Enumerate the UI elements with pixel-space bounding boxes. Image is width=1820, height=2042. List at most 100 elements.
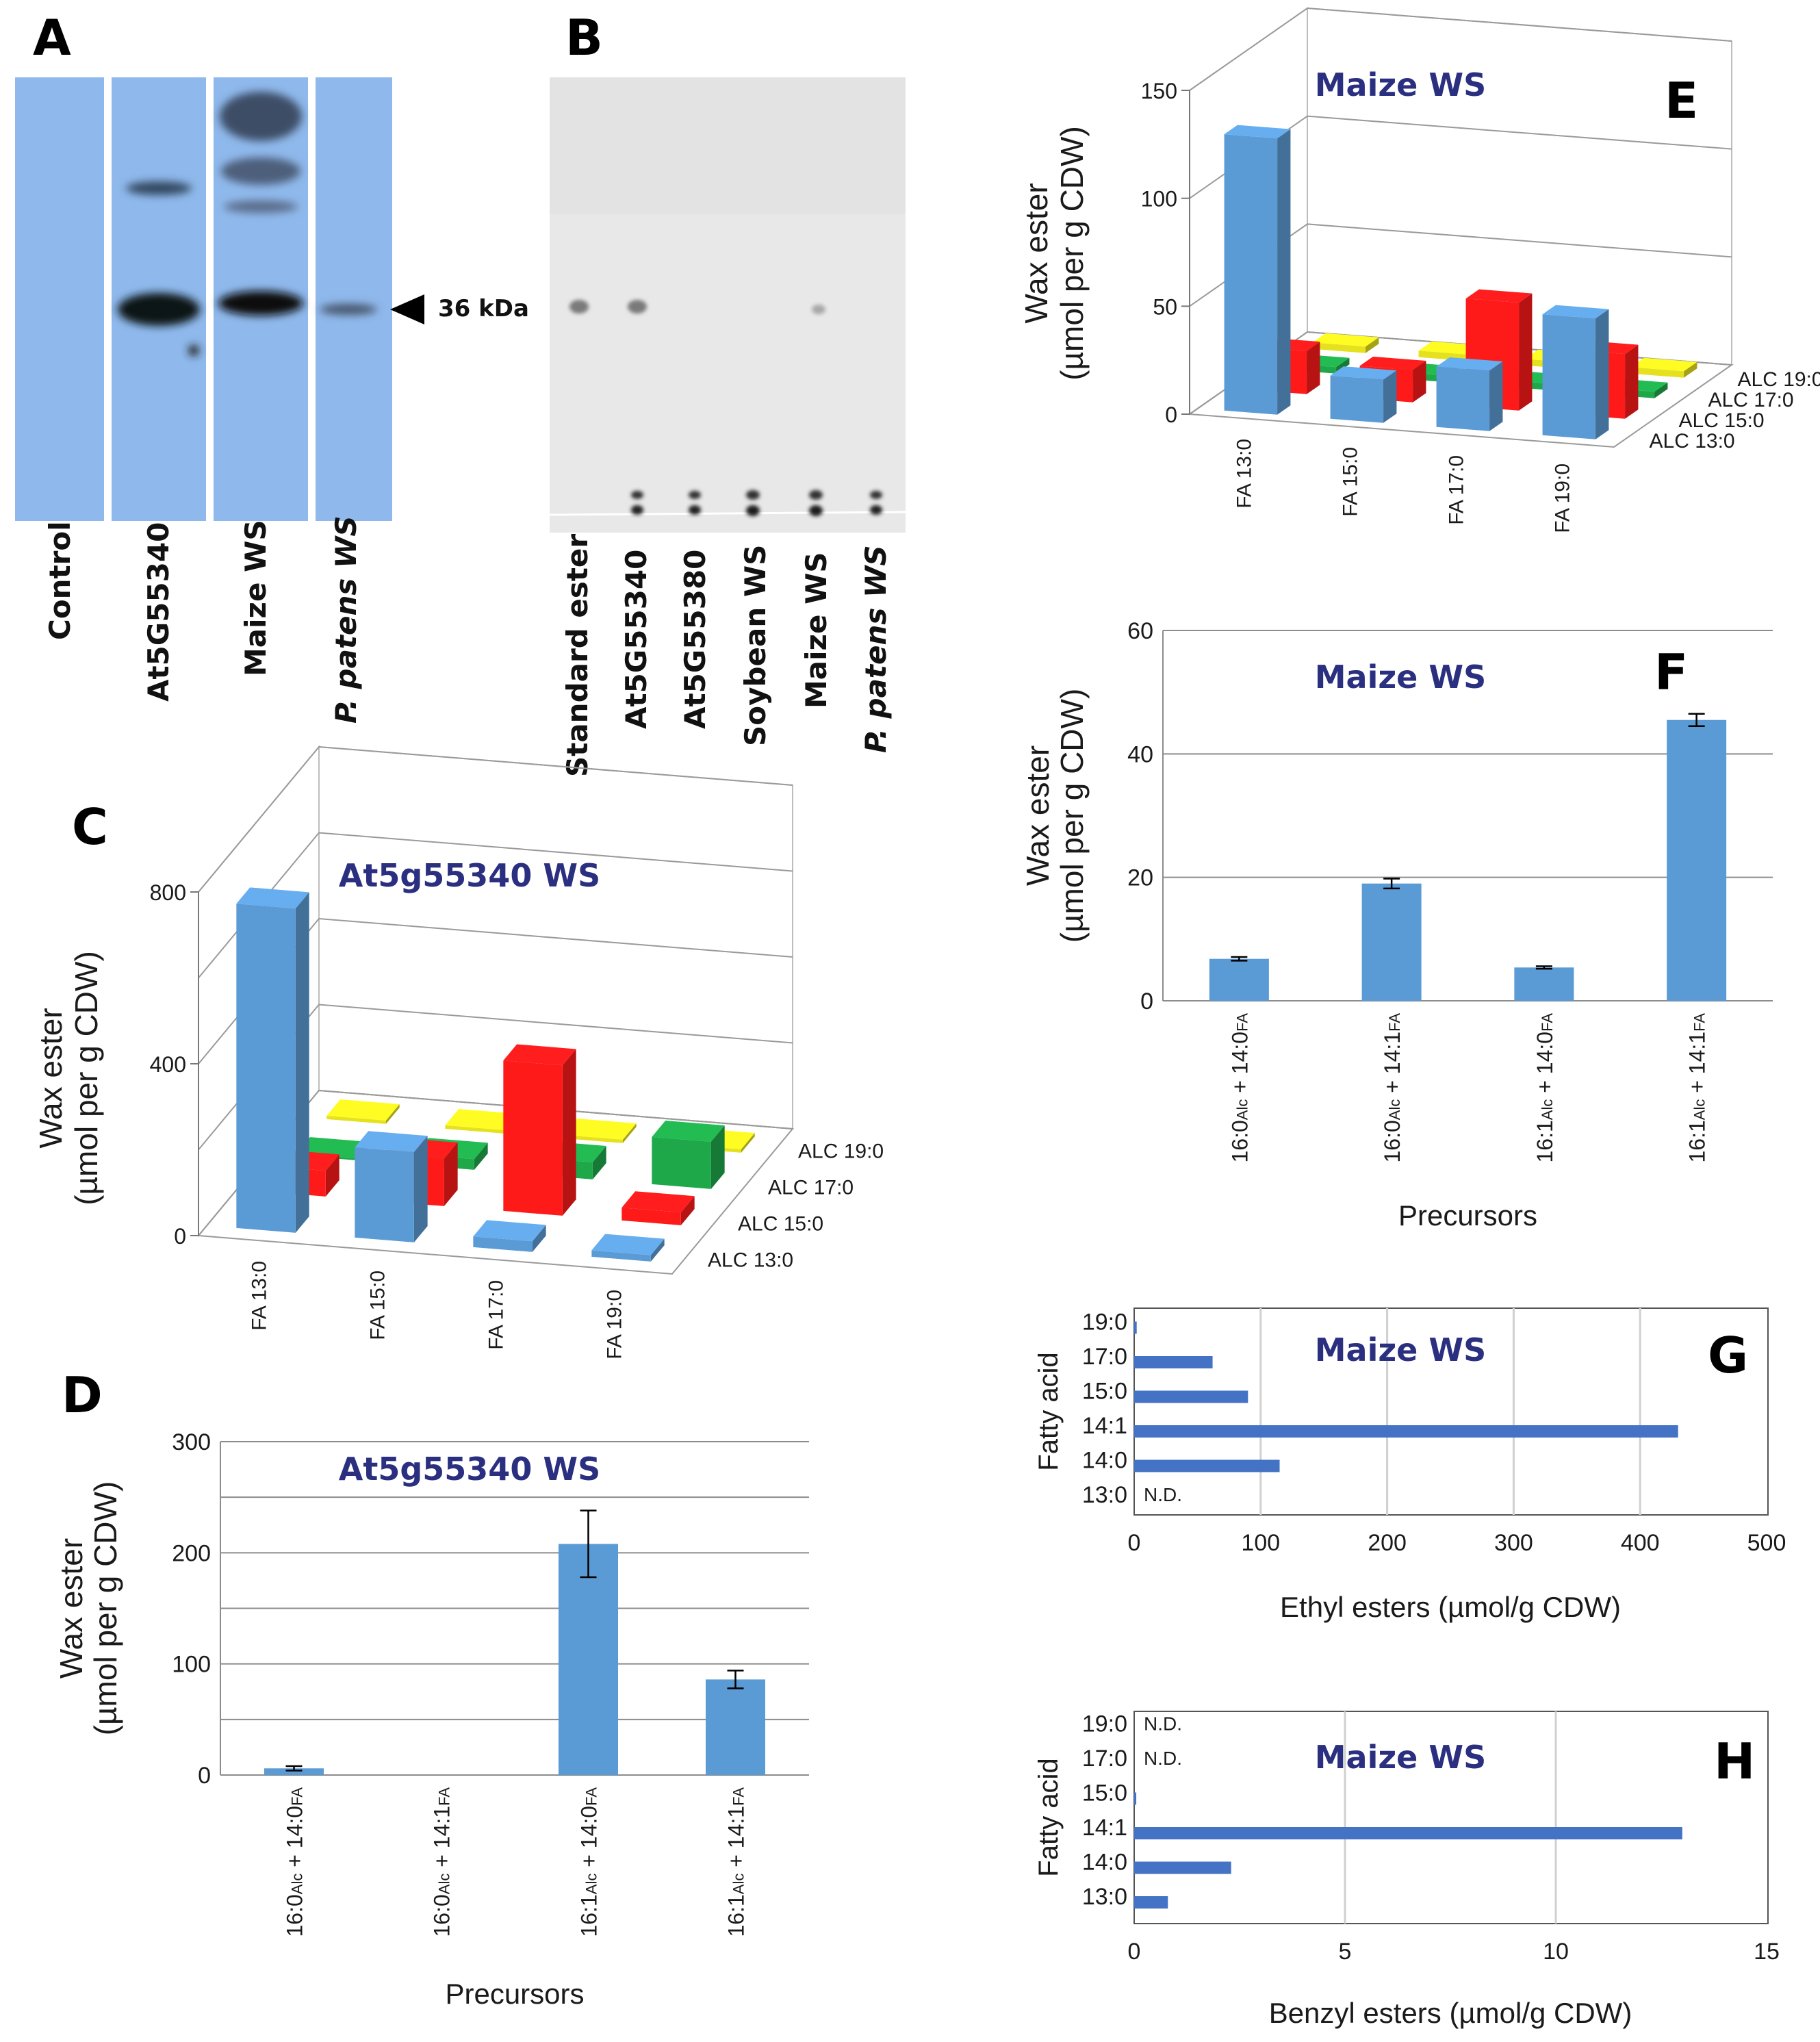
chart-g: 0 100 200 300 400 500 13:0 14:0 14:1 15:0 17:0 19:0… [1034, 1307, 1786, 1623]
y-tick-label: 200 [172, 1540, 211, 1566]
plot-frame [1133, 1711, 1769, 1924]
bar [652, 1136, 711, 1189]
tlc-lane-soybean-ws: Soybean WS [739, 545, 772, 746]
x-tick-label: 400 [1621, 1530, 1660, 1556]
bar [1630, 367, 1684, 378]
bar-side [741, 1133, 755, 1153]
panel-e: E 0 50 100 150 FA 13:0 FA 15:0 FA 17:0 FA 19:0 A… [1018, 7, 1820, 533]
z-tick-label: ALC 17:0 [768, 1177, 854, 1199]
y-tick-label: 100 [172, 1652, 211, 1678]
nd-annotation: N.D. [1144, 1748, 1182, 1769]
x-tick-label: 0 [1128, 1530, 1141, 1556]
bar [326, 1115, 386, 1124]
bar [236, 904, 296, 1233]
y-tick-label: 14:0 [1082, 1448, 1127, 1474]
panel-letter-c: C [72, 798, 108, 856]
x-tick-label: 5 [1339, 1939, 1352, 1965]
y-tick-label: 19:0 [1082, 1711, 1127, 1737]
band-36kda-at5g55340 [118, 293, 200, 326]
bar-side [1595, 309, 1609, 439]
y-tick-label: 17:0 [1082, 1746, 1127, 1772]
bar-side [562, 1049, 576, 1216]
bar-side [680, 1196, 695, 1225]
bar-top [1359, 356, 1426, 370]
bar-top [1224, 125, 1291, 139]
bar-top [1630, 357, 1697, 372]
bar-top [1312, 333, 1379, 347]
bar-side [592, 1145, 606, 1179]
x-axis-label: Benzyl esters (µmol/g CDW) [1269, 1997, 1632, 2029]
chart-f: 0 20 40 60 16:0Alc + 14:0FA 16:0Alc + 14:1FA 1… [1020, 618, 1773, 1231]
nd-annotation: N.D. [1144, 1484, 1182, 1505]
bar-side [650, 1238, 665, 1262]
y-axis-label: Wax ester [1018, 183, 1054, 323]
panel-letter-h: H [1714, 1733, 1755, 1790]
tlc-lane-at5g55340: At5G55340 [619, 550, 653, 729]
bar-side [385, 1104, 400, 1124]
membrane-lane-control [15, 77, 104, 521]
bar-top [503, 1044, 576, 1066]
x-tick-label: FA 19:0 [1552, 463, 1574, 533]
tlc-spots [569, 300, 882, 516]
tlc-lane-at5g55380: At5G55380 [678, 550, 712, 729]
chart-title: Maize WS [1315, 659, 1486, 695]
chart-e: 0 50 100 150 FA 13:0 FA 15:0 FA 17:0 FA 19:0 ALC… [1018, 7, 1820, 533]
bar-top [1465, 289, 1533, 303]
gridline [198, 745, 793, 893]
y-tick-label: 0 [198, 1763, 211, 1789]
bar-top [236, 887, 309, 909]
y-axis-label: Wax ester [1020, 745, 1055, 886]
x-tick-label: 16:0Alc + 14:1FA [430, 1787, 454, 1937]
gridline [1189, 7, 1732, 91]
x-tick-label: 16:0Alc + 14:1FA [1380, 1013, 1405, 1163]
lane-label-control: Control [43, 521, 77, 640]
blot-bands [118, 92, 377, 356]
bar-top [445, 1109, 518, 1130]
y-tick-label: 13:0 [1082, 1884, 1127, 1910]
panel-b: B Standard ester At5G55340 At5G55380 Soy… [549, 9, 906, 777]
z-tick-label: ALC 15:0 [1679, 409, 1765, 432]
bar [1224, 134, 1278, 415]
x-tick-label: 0 [1128, 1939, 1141, 1965]
membrane-lane-ppatens-ws [316, 77, 392, 521]
bar-side [1625, 344, 1639, 419]
bar [1514, 967, 1574, 1001]
x-tick-label: 10 [1543, 1939, 1569, 1965]
ester-spot-standard [569, 300, 589, 314]
y-tick-label: 0 [174, 1224, 186, 1249]
bar [264, 1768, 324, 1775]
bar-side [1366, 337, 1379, 353]
y-axis-label-units: (µmol per g CDW) [1054, 126, 1090, 381]
bar-side [622, 1123, 637, 1143]
y-tick-label: 40 [1127, 741, 1153, 767]
panel-letter-b: B [565, 9, 603, 66]
bar-side [710, 1125, 725, 1189]
chart-h: 0 5 10 15 13:0 14:0 14:1 15:0 17:0 19:0 N.D. N.D. Ma… [1034, 1711, 1780, 2029]
smear-high-maize-ws [220, 92, 302, 141]
y-axis-label: Fatty acid [1034, 1758, 1064, 1876]
y-tick-label: 800 [150, 880, 186, 905]
lane-label-at5g55340: At5G55340 [142, 522, 175, 702]
panel-letter-e: E [1665, 72, 1698, 129]
y-axis-label: Wax ester [33, 1008, 68, 1148]
band-mid-maize-ws [221, 157, 300, 185]
y-tick-label: 400 [150, 1052, 186, 1077]
y-tick-label: 100 [1141, 187, 1177, 212]
y-axis-label: Wax ester [53, 1538, 89, 1679]
tlc-lane-maize-ws: Maize WS [799, 552, 833, 709]
bar-top [621, 1191, 695, 1213]
marker-arrow-icon [390, 294, 424, 324]
bar-side [1307, 342, 1320, 394]
y-tick-label: 300 [172, 1429, 211, 1455]
bar-side [413, 1136, 428, 1242]
z-tick-label: ALC 17:0 [1708, 389, 1794, 411]
tlc-lane-standard-ester: Standard ester [561, 534, 594, 777]
z-tick-label: ALC 13:0 [1650, 430, 1735, 452]
bar [1134, 1356, 1213, 1368]
bar-side [444, 1143, 458, 1206]
panel-letter-g: G [1708, 1327, 1748, 1384]
bar [1312, 342, 1366, 353]
bar-side [1519, 293, 1533, 411]
panel-letter-f: F [1654, 643, 1688, 701]
